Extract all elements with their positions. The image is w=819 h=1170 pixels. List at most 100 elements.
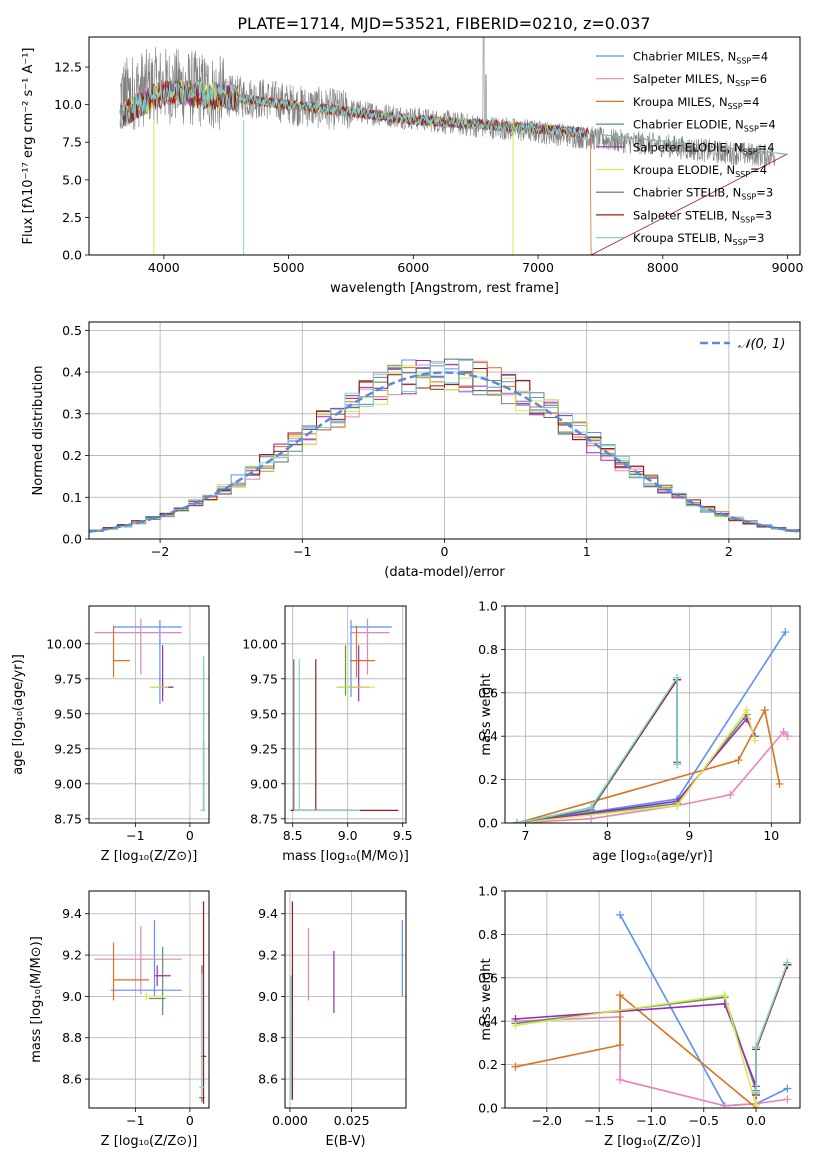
mass-weight-line: [517, 730, 789, 823]
mass-weight-line: [517, 631, 786, 823]
massweight_vs_Z-xtick-label: −1.5: [584, 1113, 614, 1128]
legend-entry: Salpeter STELIB, NSSP=3: [633, 208, 772, 224]
mass_vs_Z-ytick-label: 8.8: [62, 1030, 82, 1045]
age_vs_Z-ytick-label: 9.75: [54, 671, 82, 686]
mass-weight-marker: [616, 991, 625, 1000]
residuals-ytick-label: 0.0: [62, 532, 82, 547]
mass_vs_EBV-frame: [284, 890, 407, 1109]
spectrum-ytick-label: 0.0: [62, 248, 82, 263]
massweight_vs_age-ylabel: mass weight: [479, 673, 494, 755]
age_vs_Z-xlabel: Z [log₁₀(Z/Z⊙)]: [101, 849, 198, 864]
spectrum-ytick-label: 5.0: [62, 172, 82, 187]
mass-weight-marker: [616, 910, 625, 919]
mass_vs_EBV-xlabel: E(B-V): [325, 1134, 365, 1149]
mass-weight-marker: [511, 1062, 520, 1071]
mass-weight-line: [755, 964, 789, 1093]
mass_vs_EBV-ytick-label: 9.4: [258, 906, 278, 921]
spectrum-ytick-label: 7.5: [62, 135, 82, 150]
mass-weight-marker: [616, 1075, 625, 1084]
age_vs_mass-plot-area: [290, 618, 399, 812]
legend-entry: Chabrier MILES, NSSP=4: [633, 50, 768, 66]
spectrum-xtick-label: 6000: [397, 260, 429, 275]
spectrum-xtick-label: 5000: [273, 260, 305, 275]
mass-weight-marker: [587, 814, 596, 823]
massweight_vs_age-ytick-label: 0.6: [478, 685, 498, 700]
massweight_vs_age-ytick-label: 0.8: [478, 642, 498, 657]
mass-weight-line: [515, 1016, 788, 1107]
age_vs_Z-ytick-label: 9.00: [54, 776, 82, 791]
massweight_vs_Z-frame: [504, 890, 801, 1109]
residuals-xtick-label: −2: [151, 544, 169, 559]
massweight_vs_Z-ytick-label: 0.0: [478, 1101, 498, 1116]
age_vs_mass-ytick-label: 9.50: [250, 706, 278, 721]
massweight_vs_Z-xlabel: Z [log₁₀(Z/Z⊙)]: [604, 1134, 701, 1149]
mass_vs_Z-xtick-label: −1: [126, 1113, 144, 1128]
residuals-ytick-label: 0.2: [62, 448, 82, 463]
spectrum-xtick-label: 7000: [522, 260, 554, 275]
legend-entry: Chabrier STELIB, NSSP=3: [633, 186, 773, 202]
age_vs_Z-ytick-label: 9.25: [54, 741, 82, 756]
mass-weight-marker: [783, 958, 792, 967]
mass_vs_Z-ytick-label: 9.0: [62, 989, 82, 1004]
mass-weight-marker: [779, 727, 788, 736]
mass-weight-line: [755, 962, 789, 1093]
age_vs_mass-frame: [284, 605, 407, 824]
residuals-axes: −2 −1 0 1 2 0.0 0.1 0.2 0.3 0.4 0.5 (data-model)/er…: [31, 322, 800, 580]
residuals-xtick-label: −1: [293, 544, 311, 559]
age_vs_Z-ytick-label: 9.50: [54, 706, 82, 721]
mass-weight-marker: [720, 991, 729, 1000]
legend-entry: Kroupa MILES, NSSP=4: [633, 95, 759, 111]
age_vs_Z-frame: [88, 605, 210, 824]
spectrum-legend: Chabrier MILES, NSSP=4 Salpeter MILES, NS…: [596, 50, 776, 247]
mass-weight-marker: [760, 706, 769, 715]
age_vs_mass-xtick-label: 8.5: [283, 828, 303, 843]
massweight_vs_Z-xtick-label: 0.0: [746, 1113, 766, 1128]
massweight_vs_age-xtick-label: 7: [522, 828, 530, 843]
mass-weight-marker: [673, 760, 682, 769]
spectrum-ytick-label: 2.5: [62, 210, 82, 225]
mass-weight-marker: [673, 673, 682, 682]
massweight_vs_Z-xtick-label: −1.0: [636, 1113, 666, 1128]
mass_vs_Z-ytick-label: 8.6: [62, 1072, 82, 1087]
age_vs_mass-ytick-label: 8.75: [250, 811, 278, 826]
spectrum-ytick-label: 12.5: [54, 60, 82, 75]
massweight_vs_age-ytick-label: 0.4: [478, 729, 498, 744]
mass_vs_Z-axes: −1 0 8.6 8.8 9.0 9.2 9.4 Z [log₁₀(Z/Z⊙)] mass [l…: [29, 891, 209, 1149]
mass-weight-line: [755, 964, 789, 1095]
mass_vs_Z-plot-area: [94, 901, 207, 1104]
legend-entry: Kroupa STELIB, NSSP=3: [633, 231, 764, 247]
massweight_vs_Z-ytick-label: 0.8: [478, 927, 498, 942]
mass_vs_EBV-ytick-label: 8.6: [258, 1072, 278, 1087]
spectrum-axes: 4000 5000 6000 7000 8000 9000 0.0 2.5 5.0 7.5 10.0…: [21, 48, 803, 297]
spectrum-xtick-label: 4000: [148, 260, 180, 275]
mass-weight-line: [517, 674, 678, 823]
residuals-xtick-label: 0: [441, 544, 449, 559]
massweight_vs_age-xtick-label: 10: [763, 828, 779, 843]
residuals-ytick-label: 0.1: [62, 490, 82, 505]
age_vs_Z-ylabel: age [log₁₀(age/yr)]: [11, 654, 26, 775]
spectrum-xtick-label: 9000: [772, 260, 804, 275]
spectrum-xlabel: wavelength [Angstrom, rest frame]: [330, 281, 559, 296]
mass-weight-marker: [781, 628, 790, 637]
massweight_vs_age-xlabel: age [log₁₀(age/yr)]: [592, 849, 713, 864]
age_vs_mass-ytick-label: 9.25: [250, 741, 278, 756]
massweight_vs_age-frame: [504, 605, 801, 824]
age_vs_Z-ytick-label: 10.00: [46, 636, 82, 651]
mass-weight-marker: [783, 1095, 792, 1104]
mass-weight-marker: [783, 1084, 792, 1093]
residuals-ytick-label: 0.3: [62, 406, 82, 421]
figure-title: PLATE=1714, MJD=53521, FIBERID=0210, z=0…: [237, 14, 650, 33]
model-spectrum-line: [119, 79, 788, 155]
massweight_vs_age-xtick-label: 9: [685, 828, 693, 843]
mass-weight-marker: [673, 801, 682, 810]
massweight_vs_Z-ytick-label: 0.2: [478, 1057, 498, 1072]
mass_vs_EBV-plot-area: [290, 901, 403, 1100]
age_vs_mass-ytick-label: 10.00: [242, 636, 278, 651]
mass-weight-marker: [750, 736, 759, 745]
mass-weight-marker: [752, 1043, 761, 1052]
age_vs_mass-xtick-label: 9.5: [393, 828, 413, 843]
age_vs_mass-axes: 8.5 9.0 9.5 8.75 9.00 9.25 9.50 9.75 10.00 mass […: [242, 606, 413, 864]
massweight_vs_Z-axes: −2.0 −1.5 −1.0 −0.5 0.0 0.0 0.2 0.4 0.6 0.8 1.0 Z […: [478, 884, 800, 1149]
age_vs_Z-plot-area: [94, 618, 205, 812]
mass_vs_Z-xlabel: Z [log₁₀(Z/Z⊙)]: [101, 1134, 198, 1149]
